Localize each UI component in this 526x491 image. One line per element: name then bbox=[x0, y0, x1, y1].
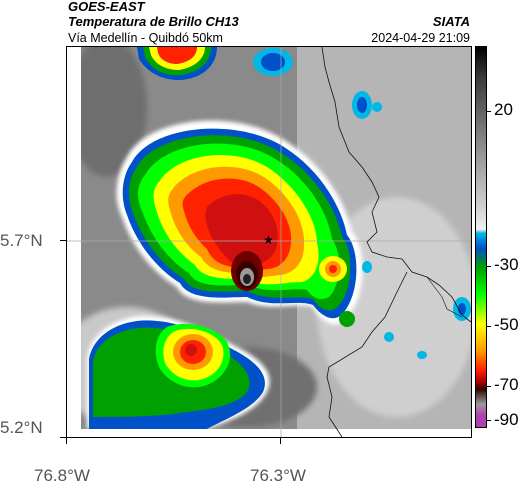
main-storm-cell bbox=[116, 120, 363, 325]
lat-tick bbox=[60, 240, 66, 241]
colorbar-tick bbox=[487, 326, 491, 327]
star-icon: ★ bbox=[263, 233, 274, 247]
colorbar bbox=[475, 46, 487, 428]
border-line bbox=[321, 47, 471, 323]
department-border bbox=[326, 271, 408, 437]
small-cells bbox=[253, 48, 471, 359]
org-label: SIATA bbox=[432, 14, 470, 29]
lon-label-76-3: 76.3°W bbox=[250, 466, 306, 485]
colorbar-label-minus30: -30 bbox=[494, 255, 519, 274]
colorbar-label-20: 20 bbox=[494, 100, 513, 119]
datetime-label: 2024-04-29 21:09 bbox=[371, 31, 470, 45]
lat-label-5-7: 5.7°N bbox=[0, 231, 43, 250]
meta-block: SIATA 2024-04-29 21:09 bbox=[371, 0, 470, 46]
colorbar-tick bbox=[487, 111, 491, 112]
title-block: GOES-EAST Temperatura de Brillo CH13 Vía… bbox=[68, 0, 239, 46]
colorbar-tick bbox=[487, 386, 491, 387]
colorbar-label-minus90: -90 bbox=[494, 410, 519, 429]
colorbar-label-minus50: -50 bbox=[494, 315, 519, 334]
lon-tick bbox=[66, 438, 67, 444]
lon-tick bbox=[280, 438, 281, 444]
map-canvas: ★ bbox=[67, 47, 471, 437]
colorbar-tick bbox=[487, 420, 491, 421]
southwest-storm-cell bbox=[87, 316, 270, 429]
lat-label-5-2: 5.2°N bbox=[0, 418, 43, 437]
lon-label-76-8: 76.8°W bbox=[34, 466, 90, 485]
colorbar-label-minus70: -70 bbox=[494, 375, 519, 394]
product-title: Temperatura de Brillo CH13 bbox=[68, 14, 239, 29]
satellite-map[interactable]: ★ bbox=[66, 46, 472, 438]
route-subtitle: Vía Medellín - Quibdó 50km bbox=[68, 31, 223, 45]
north-storm-cell bbox=[137, 47, 217, 81]
lat-tick bbox=[60, 437, 66, 438]
colorbar-tick bbox=[487, 266, 491, 267]
satellite-title: GOES-EAST bbox=[68, 0, 145, 14]
